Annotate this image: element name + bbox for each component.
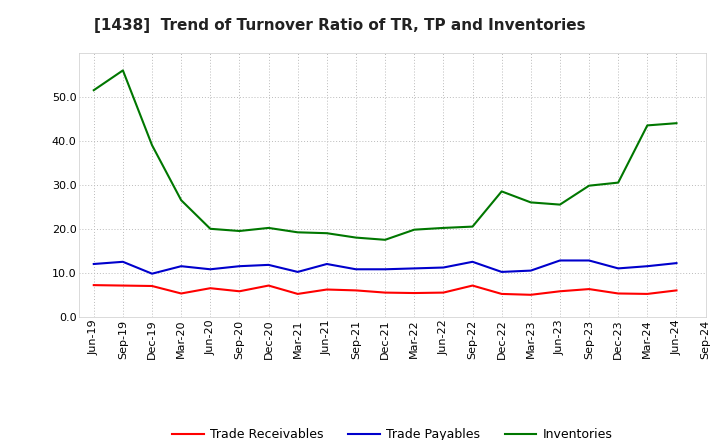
Trade Receivables: [293, 291, 302, 297]
Legend: Trade Receivables, Trade Payables, Inventories: Trade Receivables, Trade Payables, Inven…: [168, 423, 617, 440]
Inventories: [148, 143, 156, 148]
Trade Payables: [614, 266, 623, 271]
Trade Receivables: [381, 290, 390, 295]
Inventories: [614, 180, 623, 185]
Trade Payables: [264, 262, 273, 268]
Trade Receivables: [351, 288, 360, 293]
Inventories: [672, 121, 681, 126]
Line: Trade Payables: Trade Payables: [94, 260, 677, 274]
Trade Receivables: [498, 291, 506, 297]
Trade Payables: [293, 269, 302, 275]
Inventories: [206, 226, 215, 231]
Trade Receivables: [177, 291, 186, 296]
Trade Payables: [235, 264, 244, 269]
Trade Payables: [206, 267, 215, 272]
Inventories: [177, 198, 186, 203]
Trade Receivables: [614, 291, 623, 296]
Trade Receivables: [439, 290, 448, 295]
Trade Payables: [556, 258, 564, 263]
Inventories: [439, 225, 448, 231]
Trade Receivables: [148, 283, 156, 289]
Trade Receivables: [264, 283, 273, 288]
Trade Receivables: [119, 283, 127, 288]
Inventories: [351, 235, 360, 240]
Trade Receivables: [323, 287, 331, 292]
Trade Payables: [439, 265, 448, 270]
Inventories: [89, 88, 98, 93]
Trade Receivables: [235, 289, 244, 294]
Inventories: [585, 183, 593, 188]
Inventories: [498, 189, 506, 194]
Trade Receivables: [672, 288, 681, 293]
Trade Receivables: [556, 289, 564, 294]
Inventories: [323, 231, 331, 236]
Inventories: [526, 200, 535, 205]
Inventories: [119, 68, 127, 73]
Inventories: [381, 237, 390, 242]
Trade Payables: [381, 267, 390, 272]
Inventories: [235, 228, 244, 234]
Trade Payables: [498, 269, 506, 275]
Trade Payables: [351, 267, 360, 272]
Trade Receivables: [89, 282, 98, 288]
Trade Receivables: [468, 283, 477, 288]
Inventories: [293, 230, 302, 235]
Line: Trade Receivables: Trade Receivables: [94, 285, 677, 295]
Trade Payables: [177, 264, 186, 269]
Inventories: [410, 227, 418, 232]
Trade Payables: [148, 271, 156, 276]
Trade Payables: [526, 268, 535, 273]
Trade Payables: [585, 258, 593, 263]
Trade Receivables: [585, 286, 593, 292]
Line: Inventories: Inventories: [94, 70, 677, 240]
Trade Payables: [89, 261, 98, 267]
Trade Receivables: [643, 291, 652, 297]
Text: [1438]  Trend of Turnover Ratio of TR, TP and Inventories: [1438] Trend of Turnover Ratio of TR, TP…: [94, 18, 585, 33]
Trade Receivables: [206, 286, 215, 291]
Inventories: [468, 224, 477, 229]
Inventories: [556, 202, 564, 207]
Inventories: [643, 123, 652, 128]
Trade Payables: [468, 259, 477, 264]
Trade Payables: [643, 264, 652, 269]
Trade Payables: [672, 260, 681, 266]
Trade Payables: [323, 261, 331, 267]
Trade Receivables: [526, 292, 535, 297]
Trade Payables: [410, 266, 418, 271]
Trade Receivables: [410, 290, 418, 296]
Inventories: [264, 225, 273, 231]
Trade Payables: [119, 259, 127, 264]
